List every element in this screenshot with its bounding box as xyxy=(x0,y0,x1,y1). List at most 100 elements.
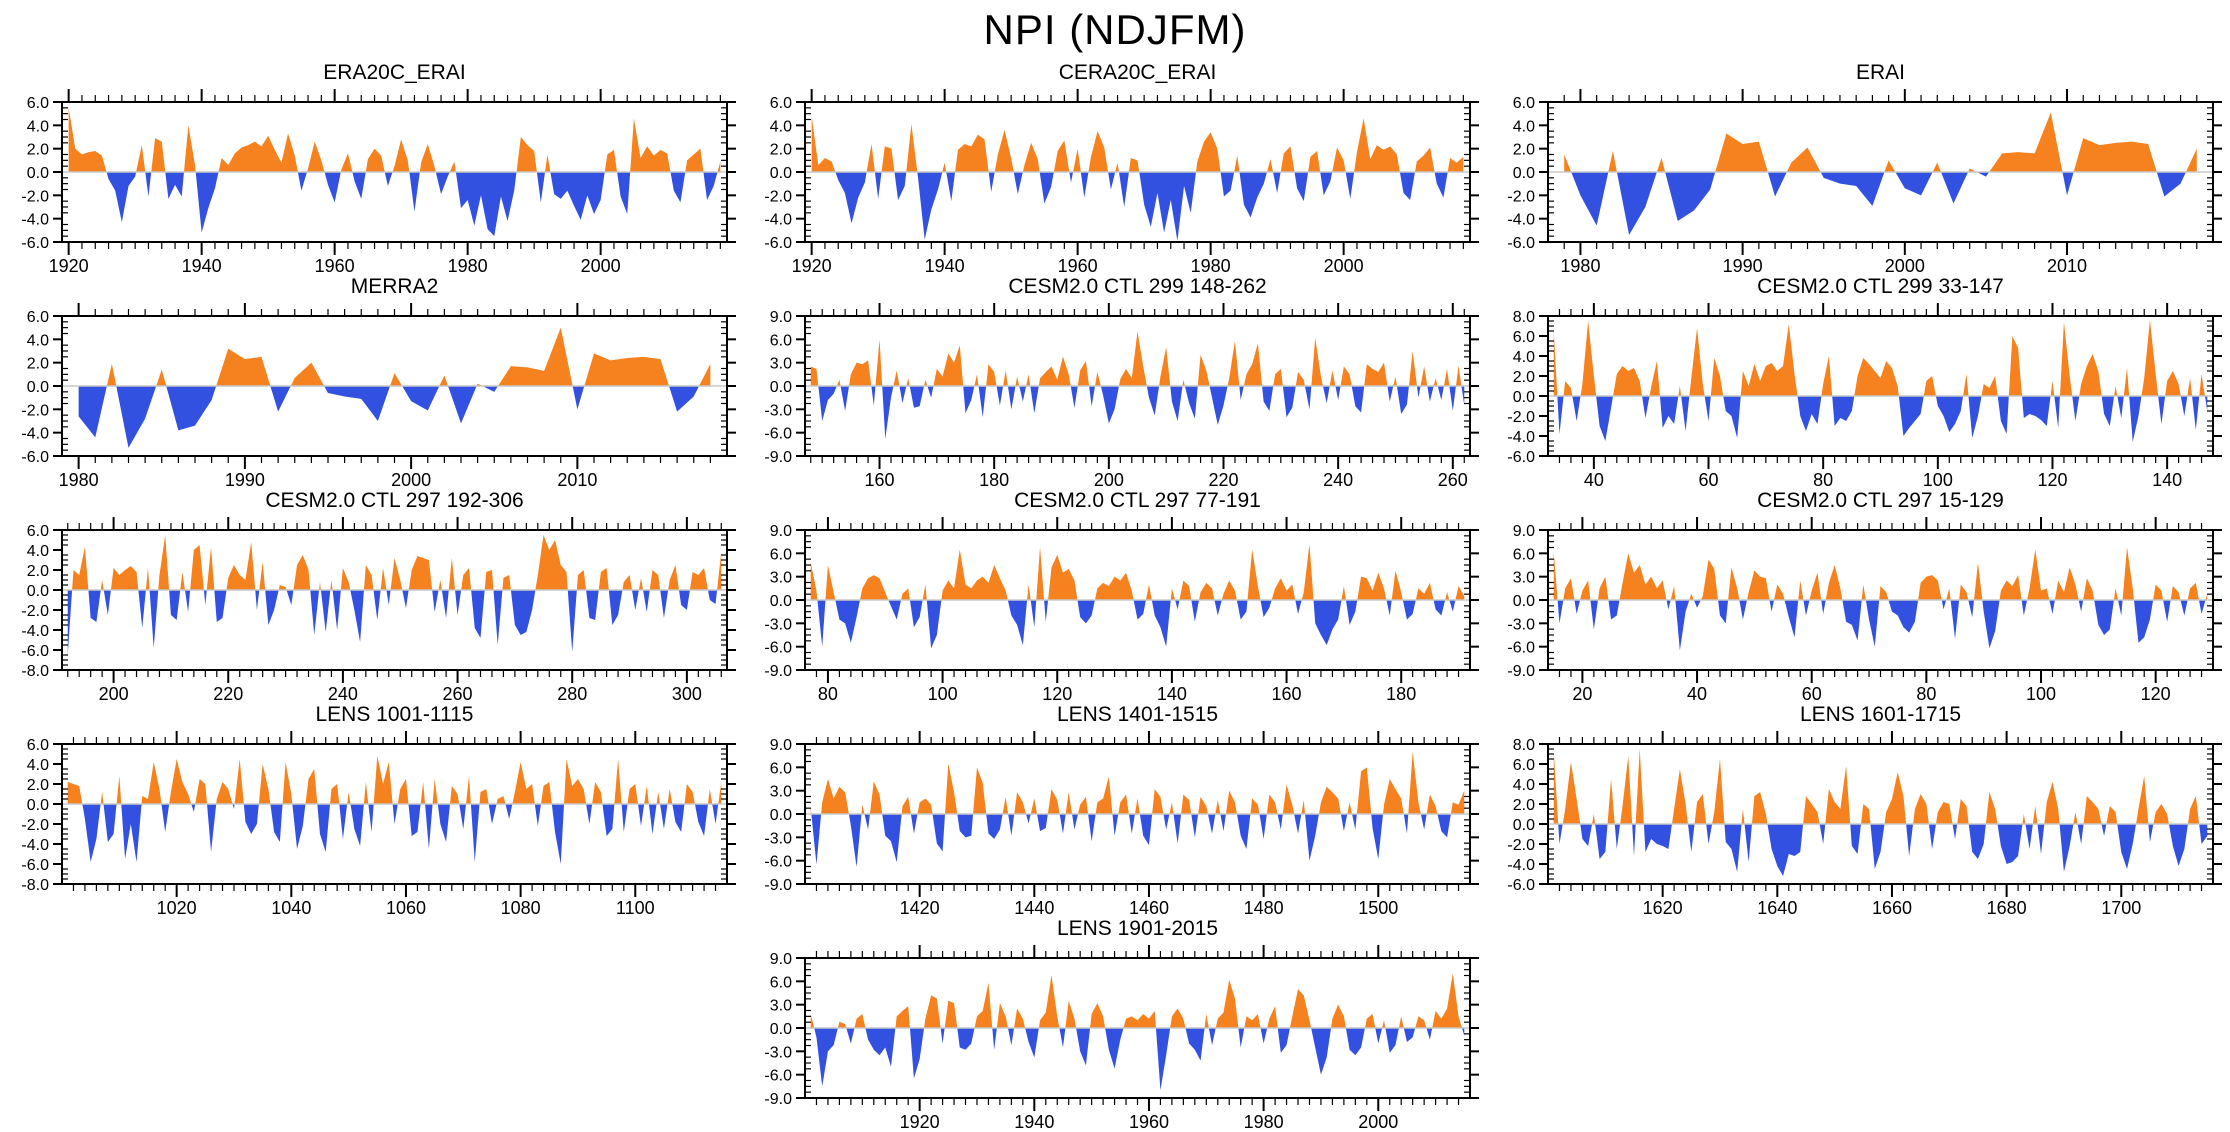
y-axis-label: 2.0 xyxy=(1513,142,1535,159)
x-axis-label: 1500 xyxy=(1358,898,1398,918)
y-axis-label: 0.0 xyxy=(1513,817,1535,834)
panel-title: LENS 1401-1515 xyxy=(1056,703,1219,726)
x-axis-label: 1660 xyxy=(1872,898,1912,918)
y-axis-label: 0.0 xyxy=(770,1021,792,1038)
y-axis-label: 0.0 xyxy=(770,379,792,396)
panel-title: ERAI xyxy=(1855,61,1905,84)
plot-area: 20 40 60 80 100 120 9.0 6.0 3.0 0.0 -3.0 -6.0 -9.0 xyxy=(1507,517,2222,704)
x-axis-label: 2000 xyxy=(1324,256,1364,276)
y-axis-label: -2.0 xyxy=(1507,837,1535,854)
x-axis-label: 1920 xyxy=(792,256,832,276)
x-axis-label: 2000 xyxy=(581,256,621,276)
y-axis-label: 6.0 xyxy=(1513,546,1535,563)
positive-anomaly-fill xyxy=(811,116,1464,172)
negative-anomaly-fill xyxy=(810,1028,1465,1091)
y-axis-label: 4.0 xyxy=(27,757,49,774)
y-axis-label: 4.0 xyxy=(1513,118,1535,135)
y-axis-label: -6.0 xyxy=(21,449,49,466)
x-axis-label: 1960 xyxy=(1129,1112,1169,1132)
x-axis-label: 140 xyxy=(2152,470,2182,490)
plot-area: 1980 1990 2000 2010 6.0 4.0 2.0 0.0 -2.0 -4.0 -6.0 xyxy=(21,303,736,490)
chart-panel: CESM2.0 CTL 299 33-147 40 60 80 100 120 140 8.0… xyxy=(1486,274,2229,490)
chart-panel: CESM2.0 CTL 297 77-191 80 100 120 140 160 180 9… xyxy=(743,488,1486,704)
x-axis-label: 60 xyxy=(1699,470,1719,490)
y-axis-label: 6.0 xyxy=(27,523,49,540)
panel-grid: ERA20C_ERAI 1920 1940 1960 1980 2000 6.0 4.0 2.0… xyxy=(0,60,2230,1132)
y-axis-label: 0.0 xyxy=(27,583,49,600)
y-axis-label: 9.0 xyxy=(770,951,792,968)
y-axis-label: -6.0 xyxy=(21,643,49,660)
panel-title: CESM2.0 CTL 299 148-262 xyxy=(1008,275,1267,298)
x-axis-label: 120 xyxy=(2141,684,2171,704)
plot-area: 1980 1990 2000 2010 6.0 4.0 2.0 0.0 -2.0 -4.0 -6.0 xyxy=(1507,89,2222,276)
y-axis-label: -9.0 xyxy=(764,1091,792,1108)
positive-anomaly-fill xyxy=(67,756,722,804)
y-axis-label: -6.0 xyxy=(764,426,792,443)
y-axis-label: 9.0 xyxy=(770,309,792,326)
x-axis-label: 80 xyxy=(1916,684,1936,704)
x-axis-label: 40 xyxy=(1584,470,1604,490)
plot-area: 1920 1940 1960 1980 2000 6.0 4.0 2.0 0.0 -2.0 -4.0… xyxy=(764,89,1479,276)
x-axis-label: 1700 xyxy=(2101,898,2141,918)
x-axis-label: 60 xyxy=(1802,684,1822,704)
y-axis-label: -2.0 xyxy=(21,603,49,620)
positive-anomaly-fill xyxy=(1564,112,2197,172)
y-axis-label: 3.0 xyxy=(770,356,792,373)
x-axis-label: 1460 xyxy=(1129,898,1169,918)
y-axis-label: 9.0 xyxy=(770,737,792,754)
x-axis-label: 1060 xyxy=(386,898,426,918)
x-axis-label: 1020 xyxy=(157,898,197,918)
x-axis-label: 1980 xyxy=(1244,1112,1284,1132)
x-axis-label: 1940 xyxy=(1014,1112,1054,1132)
y-axis-label: -6.0 xyxy=(1507,449,1535,466)
x-axis-label: 2000 xyxy=(391,470,431,490)
negative-anomaly-fill xyxy=(1553,824,2208,876)
x-axis-label: 180 xyxy=(1386,684,1416,704)
chart-panel: CESM2.0 CTL 297 192-306 200 220 240 260 280 30… xyxy=(0,488,743,704)
y-axis-label: 6.0 xyxy=(1513,329,1535,346)
y-axis-label: -2.0 xyxy=(21,402,49,419)
y-axis-label: 4.0 xyxy=(27,543,49,560)
panel-title: ERA20C_ERAI xyxy=(323,61,466,84)
chart-panel: LENS 1901-2015 1920 1940 1960 1980 2000 9.0 6.0… xyxy=(743,916,1486,1132)
positive-anomaly-fill xyxy=(78,327,711,386)
plot-area: 1020 1040 1060 1080 1100 6.0 4.0 2.0 0.0 -2.0 -4.0… xyxy=(21,731,736,918)
y-axis-label: -6.0 xyxy=(764,640,792,657)
x-axis-label: 1920 xyxy=(49,256,89,276)
panel-title: LENS 1001-1115 xyxy=(315,703,474,726)
y-axis-label: -4.0 xyxy=(764,212,792,229)
x-axis-label: 1940 xyxy=(925,256,965,276)
chart-panel: LENS 1601-1715 1620 1640 1660 1680 1700 8.0 6.0… xyxy=(1486,702,2229,918)
x-axis-label: 1680 xyxy=(1987,898,2027,918)
y-axis-label: -6.0 xyxy=(764,1068,792,1085)
x-axis-label: 200 xyxy=(99,684,129,704)
panel-title: LENS 1601-1715 xyxy=(1799,703,1962,726)
x-axis-label: 1640 xyxy=(1757,898,1797,918)
x-axis-label: 1960 xyxy=(315,256,355,276)
y-axis-label: -4.0 xyxy=(1507,212,1535,229)
x-axis-label: 2000 xyxy=(1885,256,1925,276)
y-axis-label: -6.0 xyxy=(21,857,49,874)
y-axis-label: -6.0 xyxy=(1507,235,1535,252)
positive-anomaly-fill xyxy=(810,544,1465,600)
panel-title: CESM2.0 CTL 297 192-306 xyxy=(265,489,524,512)
x-axis-label: 1620 xyxy=(1643,898,1683,918)
negative-anomaly-fill xyxy=(810,386,1465,439)
y-axis-label: 3.0 xyxy=(770,570,792,587)
y-axis-label: -6.0 xyxy=(764,235,792,252)
y-axis-label: -6.0 xyxy=(1507,640,1535,657)
y-axis-label: 2.0 xyxy=(27,142,49,159)
negative-anomaly-fill xyxy=(810,814,1465,867)
y-axis-label: 6.0 xyxy=(27,737,49,754)
x-axis-label: 160 xyxy=(1272,684,1302,704)
negative-anomaly-fill xyxy=(811,172,1464,241)
y-axis-label: -4.0 xyxy=(21,212,49,229)
negative-anomaly-fill xyxy=(1553,600,2208,651)
x-axis-label: 180 xyxy=(979,470,1009,490)
y-axis-label: 0.0 xyxy=(770,807,792,824)
y-axis-label: 3.0 xyxy=(1513,570,1535,587)
y-axis-label: 6.0 xyxy=(1513,757,1535,774)
chart-panel: LENS 1401-1515 1420 1440 1460 1480 1500 9.0 6.0… xyxy=(743,702,1486,918)
y-axis-label: 3.0 xyxy=(770,784,792,801)
